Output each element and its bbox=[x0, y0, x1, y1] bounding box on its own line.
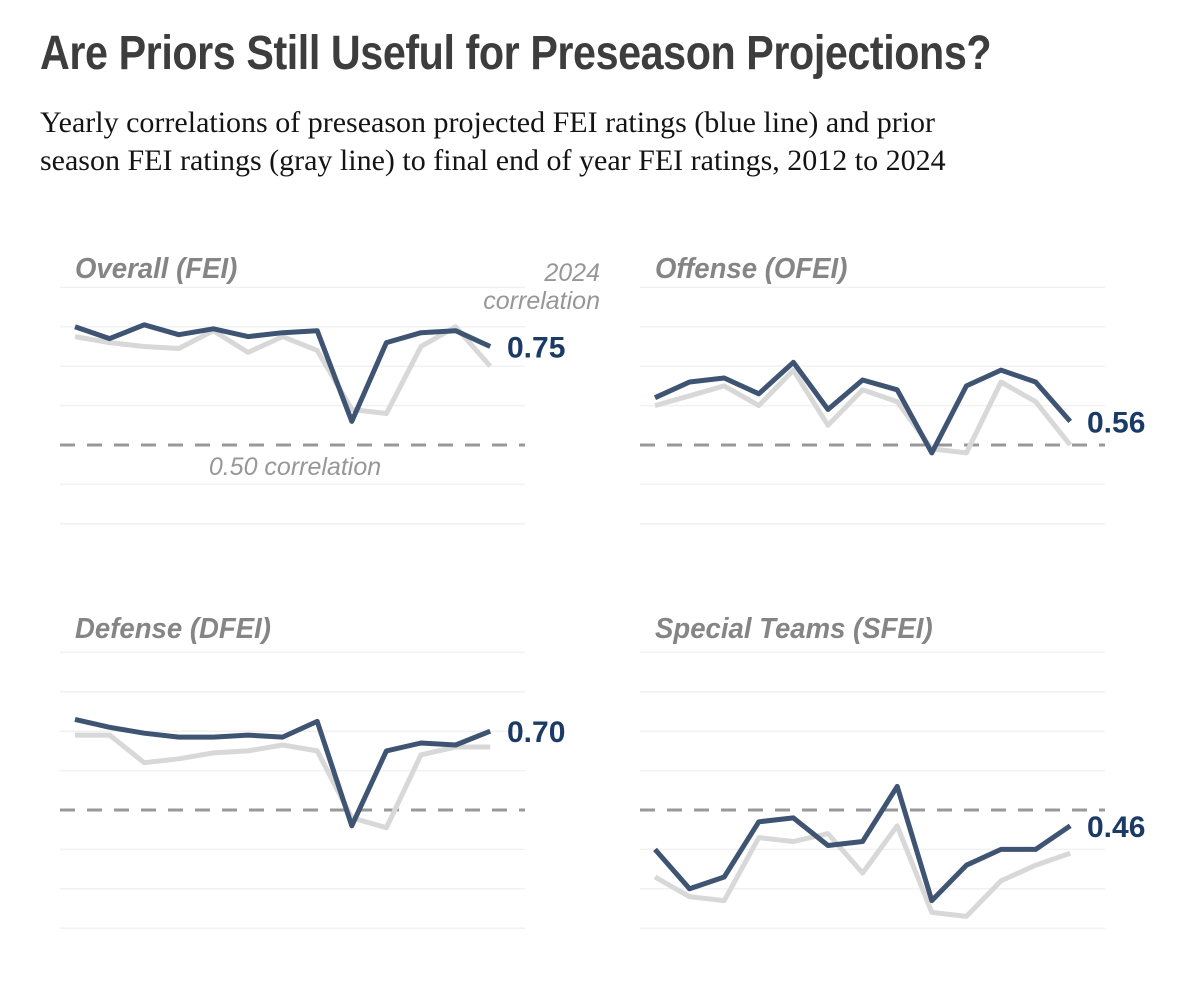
panel-overall-fei: Overall (FEI) 2024 correlation 0.50 corr… bbox=[20, 243, 600, 593]
page-title: Are Priors Still Useful for Preseason Pr… bbox=[40, 27, 992, 80]
annotation-2024-line-1: 2024 bbox=[544, 259, 600, 287]
preseason-projected-line bbox=[653, 359, 1073, 456]
panel-title-special-teams: Special Teams (SFEI) bbox=[655, 613, 933, 645]
prior-season-line bbox=[653, 823, 1072, 919]
subtitle-line-1: Yearly correlations of preseason project… bbox=[40, 106, 936, 139]
panel-title-defense: Defense (DFEI) bbox=[75, 613, 271, 645]
annotation-reference-line: 0.50 correlation bbox=[208, 453, 382, 481]
header: Are Priors Still Useful for Preseason Pr… bbox=[40, 26, 1180, 81]
subtitle: Yearly correlations of preseason project… bbox=[40, 104, 1180, 180]
panel-special-teams-sfei: Special Teams (SFEI) 0.46 bbox=[600, 603, 1180, 990]
end-value-label: 0.75 bbox=[507, 332, 565, 365]
subtitle-line-2: season FEI ratings (gray line) to final … bbox=[40, 144, 946, 177]
prior-season-line bbox=[75, 732, 491, 831]
end-value-label: 0.56 bbox=[1087, 406, 1145, 439]
preseason-projected-line bbox=[74, 322, 492, 424]
annotation-2024-line-2: correlation bbox=[483, 287, 600, 315]
prior-season-line bbox=[654, 367, 1073, 456]
preseason-projected-line bbox=[74, 716, 492, 829]
panel-defense-dfei: Defense (DFEI) 0.70 bbox=[20, 603, 600, 990]
panel-title-offense: Offense (OFEI) bbox=[655, 253, 848, 285]
end-value-label: 0.70 bbox=[507, 716, 565, 749]
preseason-projected-line bbox=[653, 783, 1072, 904]
defense-dfei-chart: 0.70 bbox=[60, 651, 565, 929]
panel-title-overall: Overall (FEI) bbox=[75, 253, 238, 285]
special-teams-sfei-chart: 0.46 bbox=[640, 651, 1145, 929]
end-value-label: 0.46 bbox=[1087, 811, 1145, 844]
overall-fei-chart: 0.75 bbox=[60, 286, 565, 525]
annotation-2024-correlation: 2024 correlation bbox=[483, 259, 600, 315]
panel-offense-ofei: Offense (OFEI) 0.56 bbox=[600, 243, 1180, 593]
offense-ofei-chart: 0.56 bbox=[640, 286, 1145, 525]
prior-season-line bbox=[74, 324, 493, 416]
